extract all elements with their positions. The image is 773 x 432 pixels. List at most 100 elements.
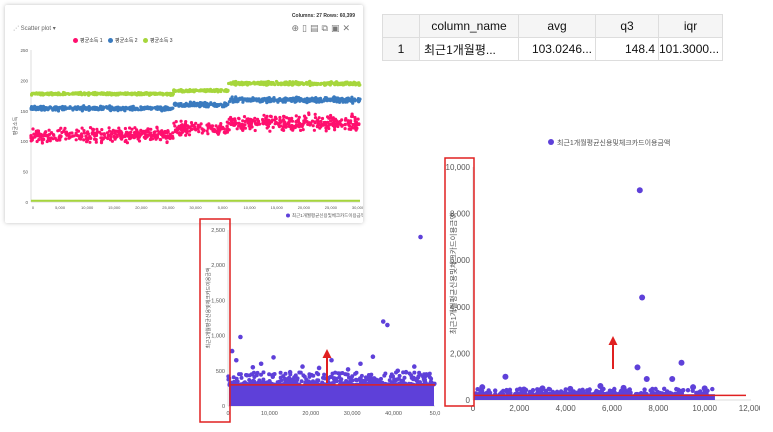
chart2-point (358, 379, 363, 384)
chart1-point-series-1 (46, 135, 50, 139)
chart1-point-series-1 (41, 133, 45, 137)
chart3-x-tick-label: 8,000 (648, 404, 669, 413)
chart1-point-series-2 (233, 96, 238, 101)
chart3-outlier-point (634, 364, 641, 371)
chart3-outlier-point (479, 384, 486, 391)
chart2-outlier-point (412, 364, 417, 369)
chart1-point-series-2 (331, 96, 335, 100)
new-icon[interactable]: ▯ (302, 23, 310, 33)
chart1-point-series-1 (253, 116, 257, 120)
chart1-y-tick-label: 200 (20, 78, 28, 83)
chart1-point-series-1 (256, 117, 260, 121)
chart1-point-series-1 (94, 140, 98, 144)
chart1-point-series-2 (94, 106, 98, 110)
chart1-point-series-1 (207, 122, 211, 126)
chart3-y-tick-label: 4,000 (450, 303, 471, 312)
chart1-point-series-1 (268, 129, 272, 133)
chart1-point-series-2 (327, 97, 331, 101)
chart1-x-tick-label: 5,000 (55, 205, 66, 210)
chart1-point-series-1 (84, 134, 88, 138)
chart1-point-series-3 (259, 80, 263, 84)
legend-item-1[interactable]: 평균소득 1 (73, 37, 103, 44)
chart1-point-series-3 (291, 83, 295, 87)
chart2-point (299, 379, 304, 384)
chart1-point-series-1 (253, 128, 257, 133)
chart1-point-series-1 (192, 123, 196, 127)
save-icon[interactable]: ▣ (330, 23, 343, 33)
chart1-point-series-1 (289, 127, 293, 131)
chart2-point (359, 373, 364, 378)
chart1-point-series-1 (337, 121, 341, 126)
chart1-point-series-3 (270, 81, 274, 86)
legend-item-3[interactable]: 평균소득 3 (142, 37, 173, 44)
chart1-point-series-2 (101, 105, 105, 109)
col-header-q3[interactable]: q3 (595, 14, 659, 38)
chart1-point-series-1 (216, 131, 221, 135)
chart1-point-series-1 (287, 124, 291, 129)
legend-label-2: 평균소득 2 (114, 38, 138, 44)
chart3-point (574, 390, 579, 395)
chart2-arrow-head (322, 349, 332, 358)
chart1-point-series-1 (281, 125, 286, 129)
legend-item-2[interactable]: 평균소득 2 (107, 37, 138, 44)
chart1-point-series-1 (67, 132, 71, 136)
chart1-point-series-2 (212, 104, 216, 108)
col-header-iqr[interactable]: iqr (657, 14, 724, 38)
chart1-point-series-2 (290, 99, 294, 103)
chart1-point-series-3 (312, 82, 316, 86)
chart3-point (674, 386, 679, 392)
chart2-point (388, 374, 393, 379)
zoom-icon[interactable]: ⊕ (291, 23, 303, 33)
chart1-point-series-3 (36, 92, 40, 96)
chart1-point-series-3 (305, 82, 309, 86)
col-header-column-name[interactable]: column_name (419, 14, 519, 38)
chart1-point-series-2 (217, 103, 221, 107)
chart1-point-series-2 (258, 100, 262, 104)
chart1-point-series-1 (261, 121, 265, 125)
chart3-outlier-point (539, 385, 546, 392)
chart1-point-series-1 (224, 130, 229, 134)
chart1-point-series-2 (345, 100, 349, 104)
close-icon[interactable]: ✕ (342, 23, 353, 33)
chart2-point (234, 376, 239, 381)
chart1-point-series-2 (148, 105, 152, 109)
chart1-point-series-2 (104, 105, 108, 109)
chart1-point-series-1 (130, 127, 134, 131)
chart1-point-series-1 (80, 132, 84, 136)
chart1-point-series-3 (213, 89, 217, 93)
chart1-point-series-1 (110, 131, 114, 135)
chart3-y-tick-label: 6,000 (450, 256, 471, 265)
image-icon[interactable]: ▤ (309, 23, 322, 33)
chart1-point-series-1 (85, 131, 89, 135)
chart2-point (232, 379, 236, 384)
chart1-point-series-1 (179, 123, 183, 127)
chart2-outlier-point (345, 367, 351, 372)
chart1-point-series-1 (217, 126, 221, 130)
chart1-point-series-1 (107, 129, 112, 133)
chart1-point-series-2 (245, 99, 249, 103)
chart-type-select[interactable]: ⋰ Scatter plot ▾ (13, 25, 56, 32)
chart3-point (508, 390, 513, 396)
chart1-point-series-1 (161, 135, 165, 139)
chart1-point-series-1 (40, 141, 45, 145)
chart2-x-tick-label: 50,0 (430, 411, 441, 417)
chart1-point-series-1 (145, 133, 149, 137)
chart2-y-tick-label: 500 (216, 369, 225, 375)
chart1-point-series-2 (311, 98, 315, 103)
chart3-legend-label: 최근1개월평균신용및체크카드이용금액 (557, 138, 670, 147)
chart1-point-series-1 (221, 127, 225, 131)
chart1-x-tick-label: 5,000 (218, 205, 229, 210)
chart1-point-series-3 (153, 92, 157, 96)
chart1-point-series-3 (91, 92, 95, 96)
copy-icon[interactable]: ⧉ (321, 23, 331, 33)
chart1-point-series-3 (57, 92, 61, 96)
chart2-point (339, 377, 344, 382)
table-row[interactable]: 1 최근1개월평... 103.0246... 148.4 101.3000..… (382, 37, 724, 61)
chart1-point-series-3 (241, 81, 245, 85)
chart1-point-series-1 (156, 129, 160, 133)
chart1-point-series-2 (275, 99, 279, 103)
chart1-point-series-1 (51, 137, 55, 141)
chart1-point-series-3 (244, 82, 248, 86)
col-header-avg[interactable]: avg (518, 14, 596, 38)
chart1-point-series-1 (329, 116, 333, 120)
